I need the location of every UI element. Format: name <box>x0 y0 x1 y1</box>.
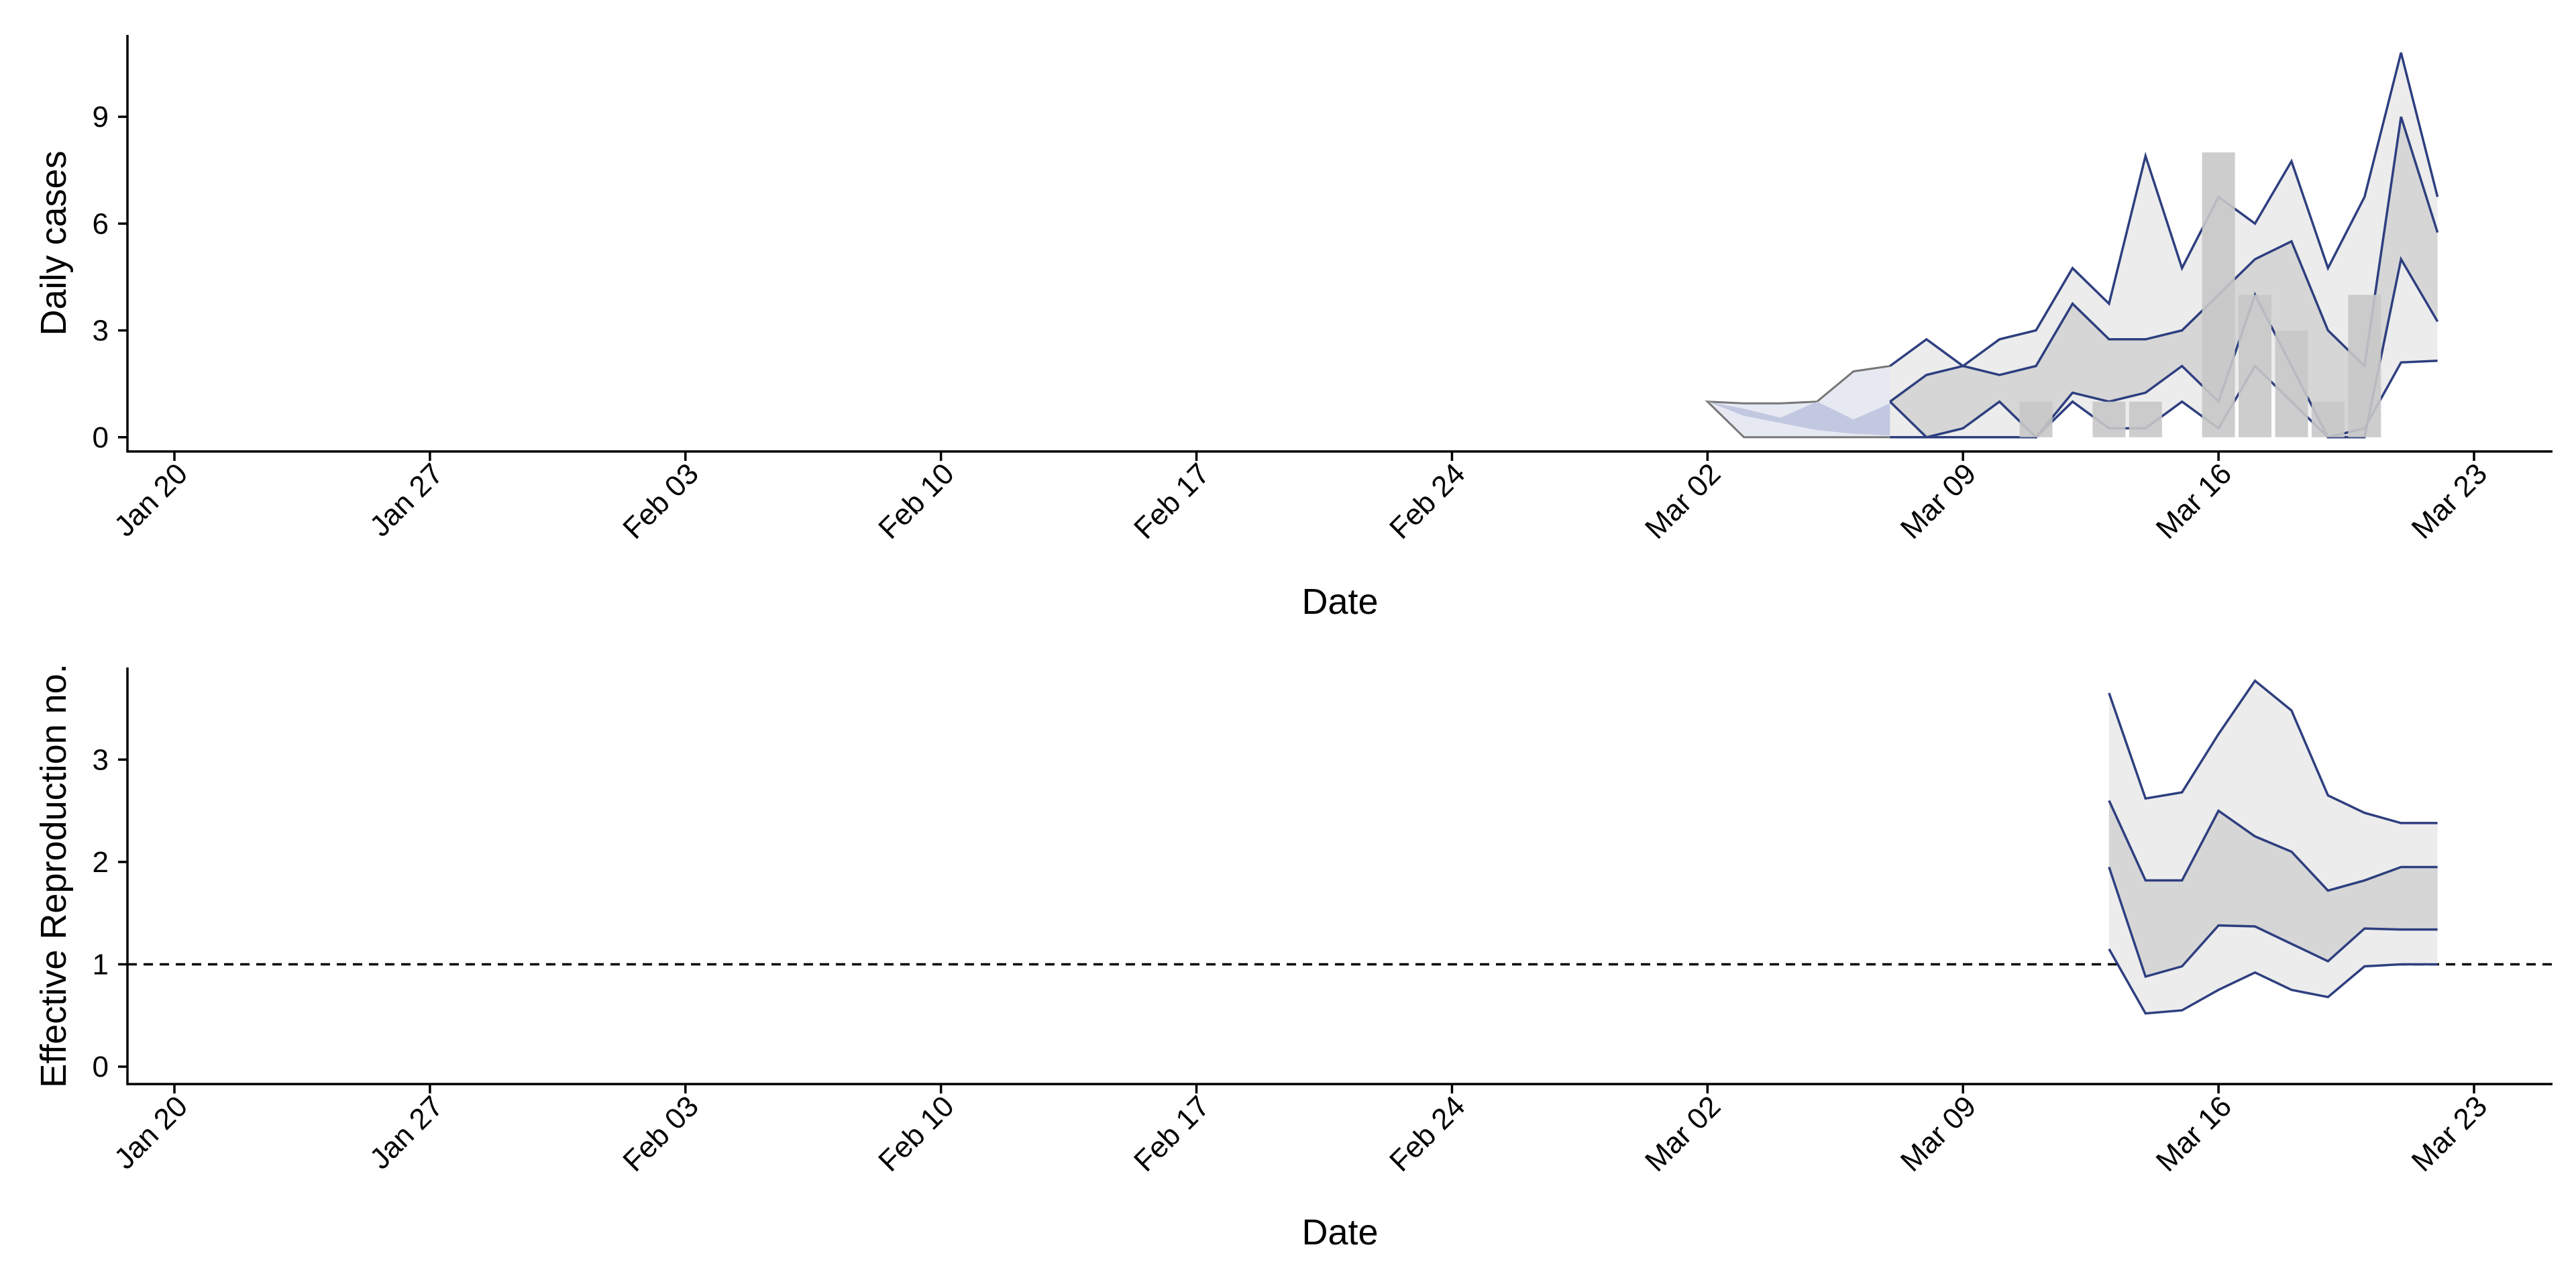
x-axis-title: Date <box>1301 1212 1378 1252</box>
x-tick-label: Feb 17 <box>1128 457 1216 545</box>
x-tick-label: Feb 10 <box>872 1089 961 1178</box>
x-tick-label: Feb 17 <box>1128 1089 1216 1178</box>
series-line-upper90 <box>2108 679 2438 824</box>
credible-band-50 <box>2108 800 2438 977</box>
x-tick-label: Jan 27 <box>364 1089 449 1175</box>
x-tick-label: Feb 03 <box>616 457 705 545</box>
y-tick-label: 3 <box>93 743 109 776</box>
series-line-lower50 <box>1889 256 2439 439</box>
series-line-lower50 <box>2108 866 2438 978</box>
x-tick-label: Mar 02 <box>1639 1089 1727 1177</box>
x-tick-label: Mar 23 <box>2406 457 2493 545</box>
series-line-upper90 <box>1889 52 2439 368</box>
series-line-upper50 <box>1889 116 2439 403</box>
y-tick-label: 9 <box>93 101 109 133</box>
series-line-lower90 <box>1890 359 2438 439</box>
y-tick-label: 1 <box>93 948 109 981</box>
case-bar <box>2202 152 2235 437</box>
y-tick-label: 3 <box>93 315 109 347</box>
case-bar <box>2239 294 2271 437</box>
case-bar <box>2275 330 2308 437</box>
x-tick-label: Jan 27 <box>364 457 449 543</box>
y-tick-label: 0 <box>93 421 109 454</box>
x-tick-label: Mar 09 <box>1894 1089 1982 1177</box>
daily-cases-panel: 0 3 6 9 Jan 20 Jan 27 Feb 03 Feb 10 Feb 17 Feb 24… <box>34 35 2553 622</box>
x-tick-label: Feb 24 <box>1383 457 1472 545</box>
case-bar <box>2019 401 2053 437</box>
x-axis-title: Date <box>1301 582 1378 622</box>
y-tick-label: 0 <box>93 1051 109 1083</box>
series-line-upper50 <box>2108 800 2438 892</box>
x-tick-label: Mar 02 <box>1639 457 1727 545</box>
x-tick-label: Feb 03 <box>616 1089 705 1178</box>
x-tick-label: Feb 10 <box>872 457 961 545</box>
reproduction-number-panel: 0 1 2 3 Jan 20 Jan 27 Feb 03 Feb 10 Feb 17 Feb 24… <box>34 663 2553 1252</box>
x-tick-label: Mar 09 <box>1894 457 1982 545</box>
y-axis-title: Effective Reproduction no. <box>34 663 74 1087</box>
x-tick-label: Mar 23 <box>2406 1089 2493 1177</box>
series-line-lower90 <box>2108 948 2438 1015</box>
case-bar <box>2129 401 2162 437</box>
nowcast-band-50 <box>1707 401 1927 437</box>
case-bar <box>2092 401 2126 437</box>
y-tick-label: 6 <box>93 207 109 240</box>
x-tick-label: Jan 20 <box>108 1089 194 1175</box>
y-tick-label: 2 <box>93 846 109 879</box>
case-bar <box>2348 294 2381 437</box>
x-tick-label: Mar 16 <box>2150 457 2238 545</box>
y-axis-title: Daily cases <box>34 150 74 335</box>
case-bar <box>2311 401 2345 437</box>
x-tick-label: Jan 20 <box>108 457 194 543</box>
x-tick-label: Feb 24 <box>1383 1089 1472 1178</box>
x-tick-label: Mar 16 <box>2150 1089 2238 1177</box>
